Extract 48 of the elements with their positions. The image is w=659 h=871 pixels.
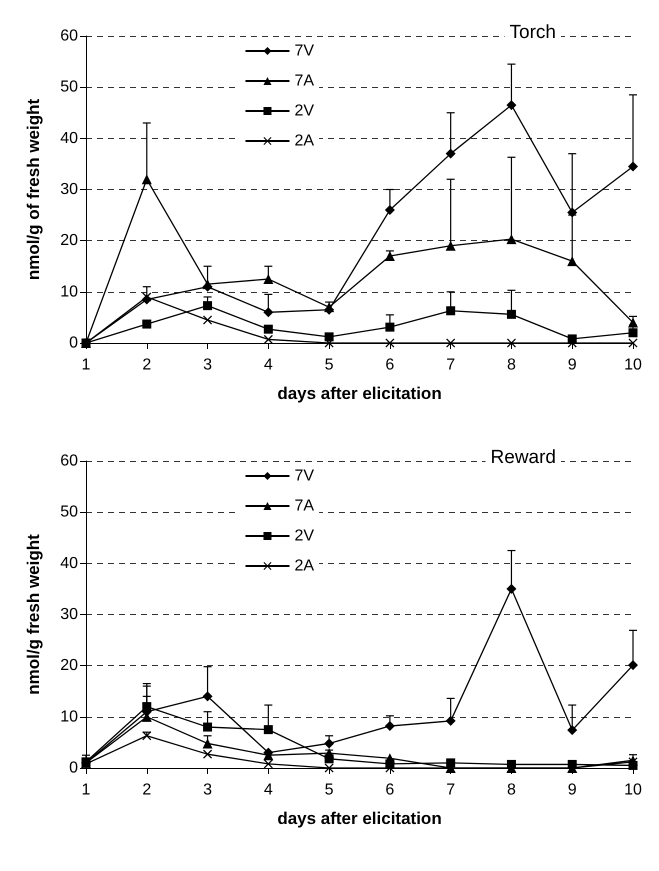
x-tick-label: 3 [203,356,212,374]
x-tick-label: 1 [82,356,91,374]
y-tick-label: 30 [60,181,78,198]
x-tick-label: 6 [385,782,394,798]
x-tick-label: 7 [446,356,456,374]
chart-title: Reward [490,447,556,468]
x-tick-label: 4 [264,782,273,798]
y-tick-label: 20 [60,657,78,674]
y-axis-title: nmol/g of fresh weight [24,98,43,280]
y-tick-label: 60 [60,28,78,44]
x-tick-label: 4 [264,356,273,374]
legend-label: 7A [294,498,314,514]
legend-label: 2V [294,102,314,120]
x-tick-label: 9 [568,356,577,374]
y-tick-label: 10 [60,283,78,300]
legend-label: 2V [294,528,314,544]
y-tick-label: 40 [60,130,78,147]
x-axis-title: days after elicitation [277,809,442,828]
y-tick-label: 50 [60,504,78,521]
y-tick-label: 50 [60,78,78,96]
y-tick-label: 30 [60,606,78,623]
legend-label: 7V [294,42,314,60]
x-tick-label: 1 [82,782,91,798]
x-tick-label: 9 [568,782,577,798]
x-tick-label: 5 [324,356,334,374]
chart-title: Torch [510,22,556,43]
x-axis-title: days after elicitation [277,384,442,403]
x-tick-label: 10 [624,356,642,374]
x-tick-label: 8 [506,356,516,374]
legend-label: 7V [294,468,314,484]
x-tick-label: 5 [324,782,334,798]
x-tick-label: 8 [506,782,516,798]
y-tick-label: 10 [60,708,78,726]
x-tick-label: 2 [142,782,152,798]
legend-label: 2A [294,558,314,574]
x-tick-label: 2 [142,356,152,374]
y-tick-label: 20 [60,232,78,250]
legend-label: 2A [294,132,314,150]
y-tick-label: 0 [69,334,78,352]
legend-label: 7A [294,72,314,90]
y-tick-label: 40 [60,554,78,572]
y-tick-label: 0 [69,760,78,776]
x-tick-label: 10 [624,782,642,798]
y-axis-title: nmol/g fresh weight [24,534,43,695]
x-tick-label: 7 [446,782,456,798]
x-tick-label: 3 [203,782,212,798]
x-tick-label: 6 [385,356,394,374]
y-tick-label: 60 [60,452,78,470]
